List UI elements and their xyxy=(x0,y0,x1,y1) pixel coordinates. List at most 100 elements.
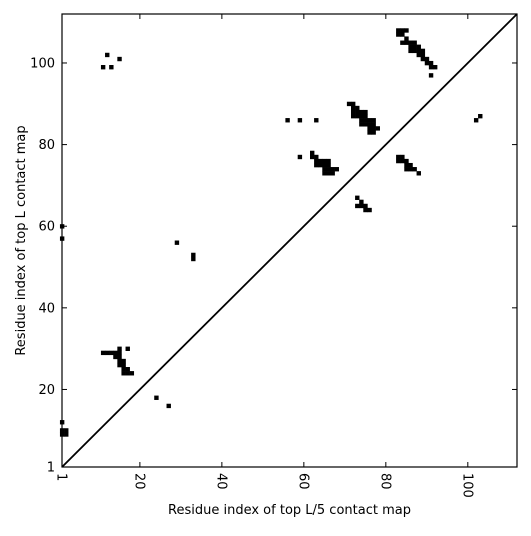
contact-point-upper xyxy=(326,162,331,168)
contact-point-upper xyxy=(350,113,356,119)
contact-point-upper xyxy=(314,118,319,123)
contact-points xyxy=(59,28,483,437)
contact-point-upper xyxy=(355,109,360,115)
contact-point-upper xyxy=(359,199,364,205)
contact-point-upper xyxy=(400,158,405,164)
contact-point-upper xyxy=(400,154,405,160)
contact-point-lower xyxy=(125,371,130,376)
contact-point-upper xyxy=(359,122,364,127)
contact-point-lower xyxy=(109,350,114,356)
contact-point-upper xyxy=(473,118,479,123)
contact-point-upper xyxy=(355,195,360,200)
contact-point-lower xyxy=(113,354,118,360)
contact-point-lower xyxy=(64,428,69,433)
y-tick-label: 80 xyxy=(38,138,55,153)
contact-point-upper xyxy=(359,113,364,119)
contact-point-lower xyxy=(191,252,196,258)
contact-point-lower xyxy=(117,350,122,356)
contact-point-lower xyxy=(166,403,171,409)
contact-point-upper xyxy=(285,118,290,123)
y-tick-label: 100 xyxy=(30,56,55,71)
contact-point-upper xyxy=(367,126,372,131)
contact-point-upper xyxy=(359,118,364,123)
contact-point-upper xyxy=(400,32,405,37)
contact-point-lower xyxy=(113,350,118,356)
contact-point-upper xyxy=(371,122,376,127)
contact-point-upper xyxy=(367,118,372,123)
contact-point-upper xyxy=(367,130,372,135)
x-tick-label: 1 xyxy=(54,473,69,481)
contact-point-upper xyxy=(404,36,409,41)
x-axis-label: Residue index of top L/5 contact map xyxy=(168,503,411,518)
contact-point-upper xyxy=(412,40,417,45)
contact-point-upper xyxy=(318,158,323,164)
x-tick-label: 60 xyxy=(295,473,310,490)
contact-point-lower xyxy=(125,367,130,372)
diagonal-line xyxy=(61,13,518,468)
contact-point-upper xyxy=(416,52,421,58)
contact-point-upper xyxy=(310,150,315,156)
contact-point-upper xyxy=(334,167,339,172)
contact-point-upper xyxy=(330,167,335,172)
contact-point-lower xyxy=(154,395,159,400)
x-tick-label: 80 xyxy=(377,473,392,490)
x-tick-label: 100 xyxy=(459,473,474,498)
y-axis-label: Residue index of top L contact map xyxy=(14,125,29,355)
contact-point-upper xyxy=(359,203,364,209)
contact-point-upper xyxy=(371,130,376,135)
contact-point-upper xyxy=(314,158,319,164)
contact-point-upper xyxy=(363,203,368,209)
y-tick-label: 20 xyxy=(38,383,55,398)
contact-point-lower xyxy=(117,362,122,368)
x-tick-label: 20 xyxy=(131,473,146,490)
contact-point-lower xyxy=(117,346,122,351)
contact-point-lower xyxy=(109,65,114,70)
contact-point-upper xyxy=(363,113,368,119)
contact-point-upper xyxy=(416,48,421,54)
contact-point-lower xyxy=(129,371,135,376)
contact-point-upper xyxy=(408,167,413,172)
y-tick-label: 60 xyxy=(38,220,55,235)
y-tick-label: 1 xyxy=(47,461,55,476)
contact-point-upper xyxy=(404,28,409,33)
contact-point-upper xyxy=(355,105,360,111)
contact-point-lower xyxy=(121,362,126,368)
contact-point-upper xyxy=(350,105,356,111)
contact-point-upper xyxy=(408,48,413,54)
contact-point-upper xyxy=(424,60,430,66)
contact-point-upper xyxy=(322,158,327,164)
contact-point-lower xyxy=(121,367,126,372)
contact-point-upper xyxy=(424,56,430,62)
x-tick-label: 40 xyxy=(213,473,228,490)
contact-point-upper xyxy=(367,122,372,127)
contact-point-upper xyxy=(396,32,401,37)
contact-point-upper xyxy=(478,113,483,119)
contact-point-upper xyxy=(428,73,434,78)
plot-frame xyxy=(61,13,518,468)
contact-point-upper xyxy=(355,203,360,209)
contact-point-upper xyxy=(400,40,405,45)
contact-point-upper xyxy=(371,126,376,131)
contact-point-upper xyxy=(314,154,319,160)
contact-point-lower xyxy=(100,65,106,70)
contact-point-upper xyxy=(408,44,413,49)
contact-point-upper xyxy=(428,60,434,66)
contact-point-upper xyxy=(326,171,331,176)
contact-point-lower xyxy=(117,56,122,62)
contact-point-upper xyxy=(297,154,303,160)
contact-point-upper xyxy=(396,158,401,164)
contact-point-upper xyxy=(404,158,409,164)
contact-point-lower xyxy=(100,350,106,356)
contact-point-upper xyxy=(371,118,376,123)
contact-point-lower xyxy=(191,256,196,262)
contact-point-upper xyxy=(326,158,331,164)
contact-point-upper xyxy=(318,162,323,168)
contact-point-lower xyxy=(117,358,122,364)
contact-point-upper xyxy=(408,162,413,168)
contact-point-upper xyxy=(420,56,426,62)
y-tick-label: 40 xyxy=(38,301,55,316)
contact-point-lower xyxy=(174,240,180,245)
contact-point-upper xyxy=(346,101,352,107)
